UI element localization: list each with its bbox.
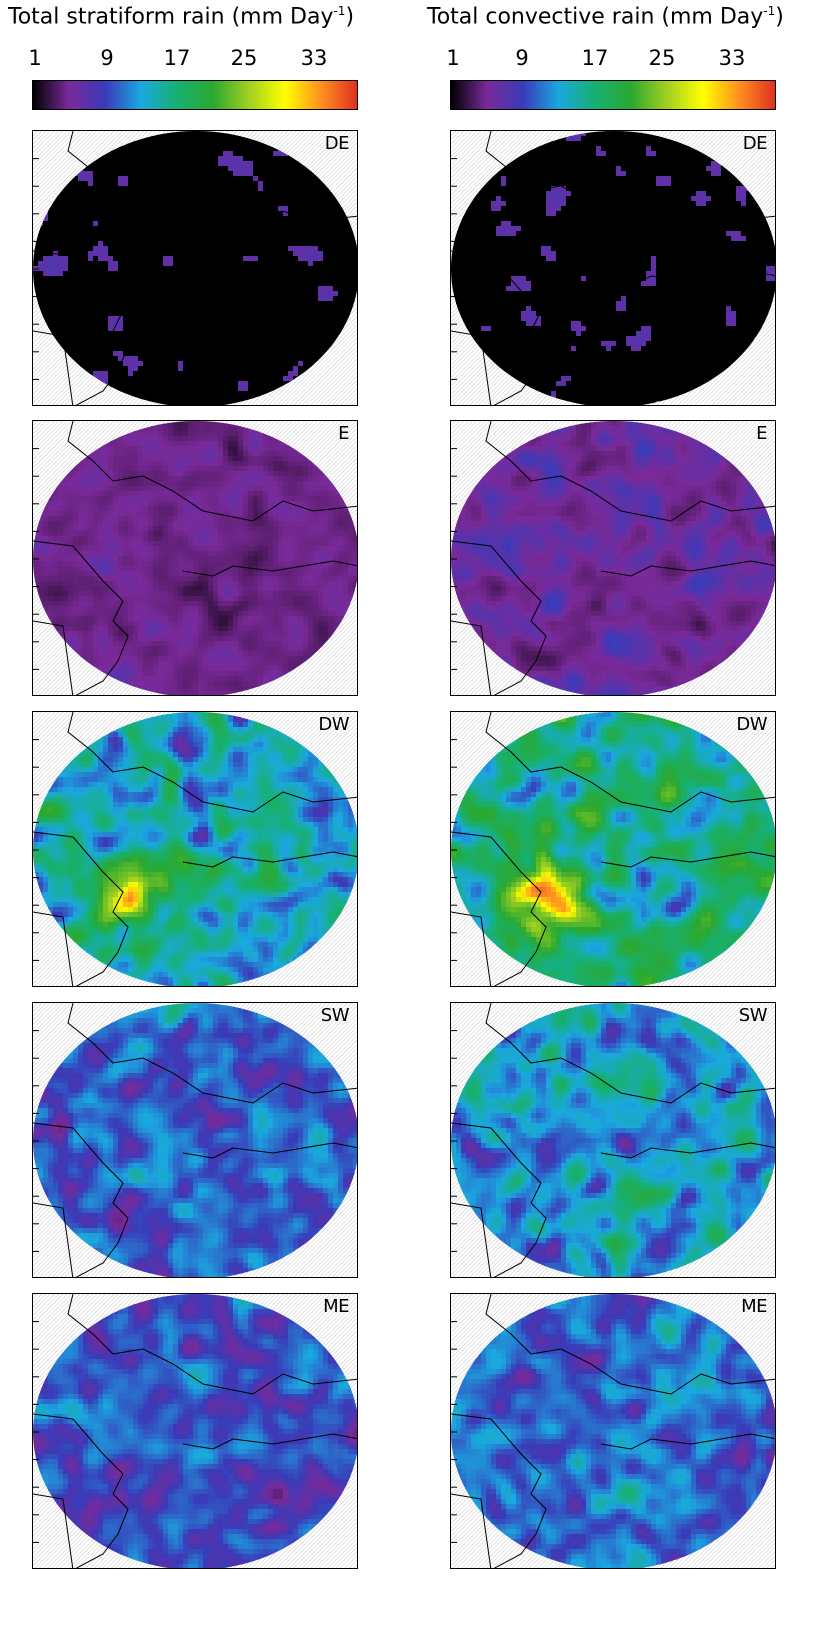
rain-map	[451, 712, 775, 986]
panel-label: DE	[743, 133, 768, 154]
rain-field	[33, 1294, 357, 1568]
rain-map	[33, 712, 357, 986]
border-line	[451, 270, 775, 405]
rain-field	[451, 1294, 775, 1568]
panel-label: DW	[736, 714, 767, 735]
rain-map	[451, 1003, 775, 1277]
stratiform-colorbar	[32, 80, 358, 110]
stratiform-panel-me: ME	[32, 1293, 358, 1569]
rain-field	[451, 712, 775, 986]
coastline	[451, 712, 775, 986]
cbar-tick-label: 17	[582, 46, 609, 70]
panel-label: ME	[741, 1296, 767, 1317]
border-line	[33, 560, 357, 695]
border-line	[451, 1433, 775, 1568]
border-line	[451, 1142, 775, 1277]
convective-panel-dw: DW	[450, 711, 776, 987]
coastline	[451, 421, 775, 695]
rain-field	[33, 131, 357, 405]
rain-map	[451, 1294, 775, 1568]
panel-label: DE	[325, 133, 350, 154]
cbar-tick-label: 25	[649, 46, 676, 70]
cbar-tick-label: 1	[28, 46, 41, 70]
rain-field	[33, 712, 357, 986]
convective-panel-me: ME	[450, 1293, 776, 1569]
cbar-tick-label: 9	[515, 46, 528, 70]
convective-panel-e: E	[450, 420, 776, 696]
cbar-tick-label: 9	[100, 46, 113, 70]
rain-map	[33, 131, 357, 405]
rain-map	[33, 1294, 357, 1568]
panel-label: SW	[321, 1005, 350, 1026]
coastline	[33, 421, 357, 695]
convective-panel-de: DE	[450, 130, 776, 406]
panel-label: SW	[739, 1005, 768, 1026]
stratiform-title: Total stratiform rain (mm Day-1)	[8, 4, 354, 29]
convective-title: Total convective rain (mm Day-1)	[427, 4, 784, 29]
stratiform-colorbar-ticks: 1 9 17 25 33	[28, 46, 358, 72]
stratiform-title-sup: -1	[333, 4, 345, 18]
convective-title-text: Total convective rain (mm Day	[427, 4, 763, 29]
panel-label: DW	[318, 714, 349, 735]
border-line	[33, 851, 357, 986]
rain-field	[451, 1003, 775, 1277]
coastline	[451, 1294, 775, 1568]
cbar-tick-label: 25	[231, 46, 258, 70]
rain-map	[451, 131, 775, 405]
stratiform-panel-sw: SW	[32, 1002, 358, 1278]
convective-title-end: )	[775, 4, 784, 29]
panel-label: ME	[323, 1296, 349, 1317]
rain-map	[451, 421, 775, 695]
rain-field	[451, 421, 775, 695]
stratiform-title-end: )	[345, 4, 354, 29]
coastline	[451, 1003, 775, 1277]
cbar-tick-label: 33	[719, 46, 746, 70]
convective-title-sup: -1	[763, 4, 775, 18]
panel-label: E	[756, 423, 767, 444]
rain-map	[33, 1003, 357, 1277]
border-line	[33, 1142, 357, 1277]
rain-map	[33, 421, 357, 695]
stratiform-panel-de: DE	[32, 130, 358, 406]
coastline	[33, 131, 357, 405]
border-line	[451, 851, 775, 986]
stratiform-panel-e: E	[32, 420, 358, 696]
stratiform-panel-dw: DW	[32, 711, 358, 987]
convective-panel-sw: SW	[450, 1002, 776, 1278]
convective-colorbar	[450, 80, 776, 110]
coastline	[33, 1003, 357, 1277]
coastline	[33, 1294, 357, 1568]
coastline	[33, 712, 357, 986]
convective-colorbar-ticks: 1 9 17 25 33	[446, 46, 776, 72]
panel-label: E	[338, 423, 349, 444]
cbar-tick-label: 17	[164, 46, 191, 70]
rain-field	[451, 131, 775, 405]
border-line	[33, 1433, 357, 1568]
cbar-tick-label: 33	[301, 46, 328, 70]
coastline	[451, 131, 775, 405]
border-line	[33, 270, 357, 405]
border-line	[451, 560, 775, 695]
rain-field	[33, 421, 357, 695]
stratiform-title-text: Total stratiform rain (mm Day	[8, 4, 333, 29]
rain-field	[33, 1003, 357, 1277]
cbar-tick-label: 1	[446, 46, 459, 70]
